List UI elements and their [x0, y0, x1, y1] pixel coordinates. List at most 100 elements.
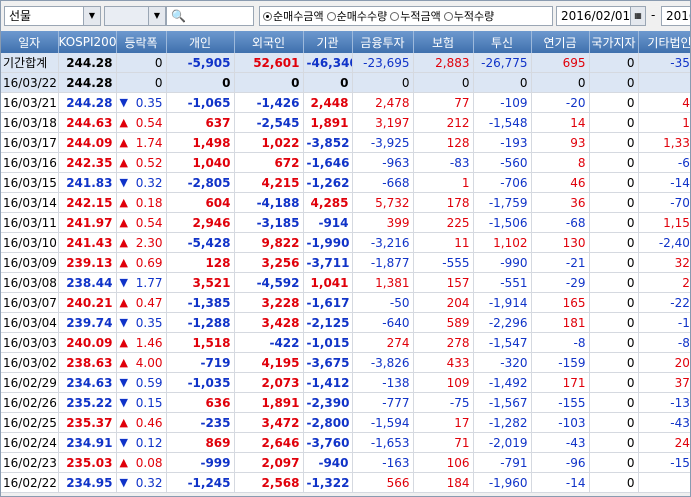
- value-cell: -1,492: [473, 372, 532, 393]
- value-cell: -75: [413, 392, 474, 413]
- value-cell: -23,695: [352, 53, 414, 73]
- value-cell: -50: [352, 292, 414, 313]
- kospi-cell: 240.09: [58, 332, 117, 353]
- value-cell: -4,188: [234, 192, 304, 213]
- value-cell: 0: [589, 53, 639, 73]
- table-row[interactable]: 16/03/11 241.97 ▲ 0.54 2,946 -3,185 -914 399 225…: [1, 212, 690, 233]
- table-row[interactable]: 16/02/23 235.03 ▲ 0.08 -999 2,097 -940 -163 106-…: [1, 452, 690, 473]
- change-value: 0.35: [135, 95, 163, 110]
- table-row[interactable]: 16/03/16 242.35 ▲ 0.52 1,040 672 -1,646 -963 -83…: [1, 152, 690, 173]
- value-cell: -235: [166, 412, 235, 433]
- value-cell: 3,197: [352, 112, 414, 133]
- value-cell: 0: [413, 72, 474, 93]
- value-cell: -3,711: [303, 252, 353, 273]
- radio-option[interactable]: 순매수수량: [326, 8, 388, 24]
- value-cell: -1,426: [234, 92, 304, 113]
- table-row[interactable]: 16/02/26 235.22 ▼ 0.15 636 1,891 -2,390 -777 -75…: [1, 392, 690, 413]
- radio-option[interactable]: 순매수금액: [263, 8, 324, 24]
- value-cell: 3,521: [166, 272, 235, 293]
- kospi-cell: 241.83: [58, 172, 117, 193]
- radio-dot[interactable]: [443, 11, 453, 21]
- value-cell: -138: [352, 372, 414, 393]
- value-cell: 109: [413, 372, 474, 393]
- value-cell: -2,019: [473, 432, 532, 453]
- column-header: 투신: [473, 31, 532, 53]
- date-cell: 16/03/03: [1, 332, 59, 353]
- table-row[interactable]: 16/02/29 234.63 ▼ 0.59 -1,035 2,073 -1,412 -138…: [1, 372, 690, 393]
- dropdown-arrow[interactable]: ▼: [148, 7, 165, 25]
- value-cell: 225: [413, 212, 474, 233]
- kospi-cell: 239.13: [58, 252, 117, 273]
- kospi-cell: 244.28: [58, 72, 117, 93]
- table-row[interactable]: 16/03/08 238.44 ▼ 1.77 3,521 -4,592 1,041 1,381…: [1, 272, 690, 293]
- radio-dot[interactable]: [326, 11, 336, 21]
- kospi-cell: 238.44: [58, 272, 117, 293]
- value-cell: -1,506: [473, 212, 532, 233]
- date-cell: 16/03/11: [1, 212, 59, 233]
- search-icon[interactable]: 🔍: [171, 9, 186, 23]
- table-row[interactable]: 16/03/17 244.09 ▲ 1.74 1,498 1,022 -3,852 -3,92…: [1, 132, 690, 153]
- value-cell: 0: [589, 252, 639, 273]
- radio-label: 순매수수량: [336, 10, 388, 23]
- search-box[interactable]: 🔍: [166, 6, 254, 26]
- table-row[interactable]: 16/02/22 234.95 ▼ 0.32 -1,245 2,568 -1,322 566 1…: [1, 472, 690, 493]
- date-cell: 16/02/24: [1, 432, 59, 453]
- table-row[interactable]: 16/03/03 240.09 ▲ 1.46 1,518 -422 -1,015 274 278…: [1, 332, 690, 353]
- table-row[interactable]: 16/03/10 241.43 ▲ 2.30 -5,428 9,822 -1,990 -3,2…: [1, 232, 690, 253]
- kospi-cell: 235.37: [58, 412, 117, 433]
- value-cell: -157: [638, 452, 690, 473]
- dropdown-arrow[interactable]: ▼: [83, 7, 100, 25]
- value-cell: -20: [531, 92, 590, 113]
- change-cell: ▲ 1.46: [116, 332, 167, 353]
- value-cell: 2,448: [303, 92, 353, 113]
- kospi-cell: 241.97: [58, 212, 117, 233]
- header-row: 일자 KOSPI200 등락폭 개인 외국인 기관 금융투자 보험 투신 연기금 국가지자 기타법인: [1, 31, 690, 53]
- column-header: 외국인: [234, 31, 304, 53]
- table-row[interactable]: 16/03/14 242.15 ▲ 0.18 604 -4,188 4,285 5,732 17…: [1, 192, 690, 213]
- code-select[interactable]: ▼: [104, 6, 166, 26]
- change-arrow: ▲: [119, 215, 128, 229]
- change-arrow: ▲: [119, 195, 128, 209]
- radio-option[interactable]: 누적금액: [390, 8, 441, 24]
- value-cell: -155: [531, 392, 590, 413]
- change-value: 1.77: [135, 275, 163, 290]
- change-cell: ▼ 1.77: [116, 272, 167, 293]
- date-from[interactable]: 2016/02/01 ▦: [556, 6, 646, 26]
- value-cell: 0: [589, 112, 639, 133]
- table-row[interactable]: 16/03/02 238.63 ▲ 4.00 -719 4,195 -3,675 -3,826…: [1, 352, 690, 373]
- value-cell: 0: [473, 72, 532, 93]
- date-to[interactable]: 2016/03/22: [661, 6, 690, 26]
- value-cell: -3,760: [303, 432, 353, 453]
- table-row[interactable]: 16/03/18 244.63 ▲ 0.54 637 -2,545 1,891 3,197 21…: [1, 112, 690, 133]
- kospi-cell: 234.91: [58, 432, 117, 453]
- table-row[interactable]: 16/02/25 235.37 ▲ 0.46 -235 3,472 -2,800 -1,594…: [1, 412, 690, 433]
- table-row[interactable]: 16/03/15 241.83 ▼ 0.32 -2,805 4,215 -1,262 -668…: [1, 172, 690, 193]
- value-cell: -320: [473, 352, 532, 373]
- table-row[interactable]: 16/03/09 239.13 ▲ 0.69 128 3,256 -3,711 -1,877-…: [1, 252, 690, 273]
- table-row[interactable]: 16/03/04 239.74 ▼ 0.35 -1,288 3,428 -2,125 -640…: [1, 312, 690, 333]
- table-row[interactable]: 16/03/21 244.28 ▼ 0.35 -1,065 -1,426 2,448 2,47…: [1, 92, 690, 113]
- date-cell: 16/03/17: [1, 132, 59, 153]
- value-cell: -80: [638, 332, 690, 353]
- value-cell: -560: [473, 152, 532, 173]
- kospi-cell: 238.63: [58, 352, 117, 373]
- value-cell: 0: [352, 72, 414, 93]
- value-cell: -706: [473, 172, 532, 193]
- value-cell: -21: [531, 252, 590, 273]
- value-cell: -2,805: [166, 172, 235, 193]
- value-cell: 0: [589, 412, 639, 433]
- radio-option[interactable]: 누적수량: [443, 8, 494, 24]
- value-cell: 128: [413, 132, 474, 153]
- radio-dot[interactable]: [263, 11, 272, 21]
- market-select[interactable]: 선물 ▼: [4, 6, 101, 26]
- value-cell: -914: [303, 212, 353, 233]
- table-row[interactable]: 16/03/07 240.21 ▲ 0.47 -1,385 3,228 -1,617 -50 2…: [1, 292, 690, 313]
- table-row[interactable]: 기간합계244.280-5,90552,601-46,340-23,6952,8…: [1, 53, 690, 73]
- calendar-button[interactable]: ▦: [630, 7, 645, 25]
- value-cell: 244: [638, 432, 690, 453]
- change-value: 0.54: [135, 115, 163, 130]
- value-cell: 165: [531, 292, 590, 313]
- radio-dot[interactable]: [390, 11, 400, 21]
- table-row[interactable]: 16/02/24 234.91 ▼ 0.12 869 2,646 -3,760 -1,653 7…: [1, 432, 690, 453]
